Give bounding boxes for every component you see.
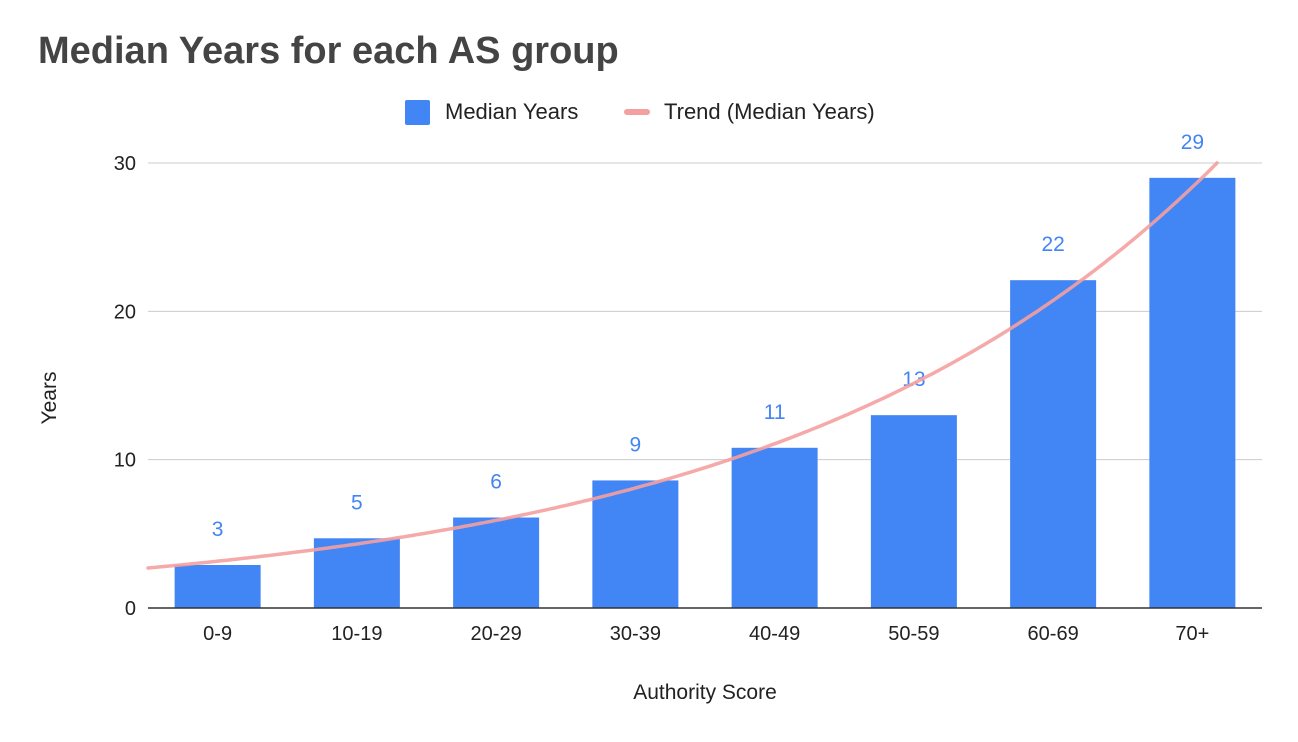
legend: Median Years Trend (Median Years) [0,96,1298,128]
legend-item-trend[interactable]: Trend (Median Years) [624,96,875,128]
bar-30-39 [592,480,679,608]
y-tick-label-0: 0 [125,598,136,620]
legend-swatch-bar [405,99,430,125]
bar-40-49 [731,447,818,608]
x-tick-label-30-39: 30-39 [610,623,661,645]
x-tick-label-60-69: 60-69 [1028,623,1079,645]
bar-10-19 [313,538,400,608]
x-tick-label-0-9: 0-9 [203,623,232,645]
data-label-0-9: 3 [212,518,224,541]
y-tick-label-20: 20 [114,301,136,323]
bar-0-9 [174,564,261,608]
legend-label-median-years: Median Years [445,99,579,124]
x-tick-label-20-29: 20-29 [471,623,522,645]
x-tick-label-10-19: 10-19 [331,623,382,645]
data-label-40-49: 11 [764,401,786,424]
data-label-30-39: 9 [630,433,642,456]
x-tick-label-40-49: 40-49 [749,623,800,645]
bar-20-29 [453,517,540,608]
trendline [146,161,1219,570]
x-tick-label-50-59: 50-59 [888,623,939,645]
bar-50-59 [870,415,957,608]
x-axis-title: Authority Score [633,681,777,704]
data-label-20-29: 6 [490,471,502,494]
data-label-60-69: 22 [1041,233,1064,256]
y-axis-title: Years [38,372,61,425]
legend-label-trend: Trend (Median Years) [664,99,875,124]
y-tick-label-10: 10 [114,450,136,472]
x-tick-label-70+: 70+ [1175,623,1209,645]
legend-swatch-trendline [624,109,650,115]
data-label-70+: 29 [1181,131,1204,154]
bar-70+ [1149,177,1236,609]
bar-60-69 [1010,280,1097,608]
chart-title: Median Years for each AS group [38,30,619,72]
data-label-10-19: 5 [351,491,363,514]
legend-item-median-years[interactable]: Median Years [405,96,578,128]
y-tick-label-30: 30 [114,153,136,175]
